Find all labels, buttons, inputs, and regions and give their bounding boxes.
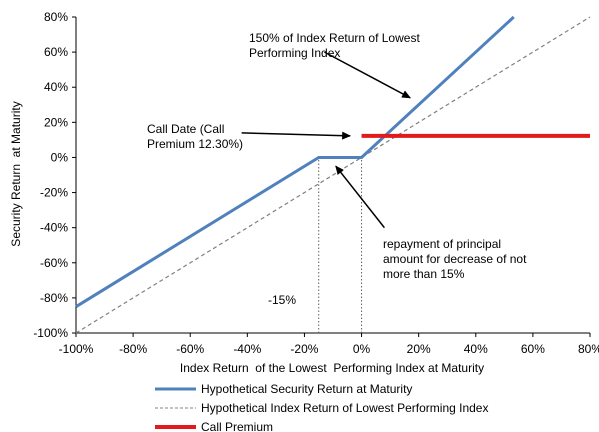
x-tick-label: -80%	[119, 342, 147, 356]
legend: Hypothetical Security Return at Maturity…	[155, 382, 488, 432]
x-tick-label: -60%	[176, 342, 204, 356]
annotation-buffer-label: -15%	[268, 293, 296, 307]
reference-lines	[319, 157, 362, 333]
series-layer	[76, 17, 590, 333]
annotation-leveraged-line-1: 150% of Index Return of Lowest	[249, 31, 420, 45]
x-axis-title: Index Return of the Lowest Performing In…	[180, 361, 484, 375]
y-tick-label: -80%	[40, 291, 68, 305]
y-tick-label: 60%	[44, 45, 68, 59]
x-tick-label: 80%	[578, 342, 599, 356]
y-tick-label: -40%	[40, 221, 68, 235]
x-tick-label: 60%	[521, 342, 545, 356]
y-tick-label: 80%	[44, 10, 68, 24]
y-tick-label: -60%	[40, 256, 68, 270]
annotations: 150% of Index Return of Lowest Performin…	[147, 31, 527, 307]
series-line-index	[76, 17, 590, 333]
y-tick-label: -20%	[40, 186, 68, 200]
annotation-repayment-line-3: more than 15%	[383, 267, 465, 281]
annotation-repayment-line-1: repayment of principal	[383, 237, 501, 251]
y-tick-label: 20%	[44, 115, 68, 129]
annotation-call-date-line-1: Call Date (Call	[147, 122, 224, 136]
annotation-arrow	[242, 133, 351, 136]
x-tick-label: -40%	[233, 342, 261, 356]
y-tick-label: -100%	[33, 326, 68, 340]
annotation-repayment-line-2: amount for decrease of not	[383, 252, 527, 266]
y-tick-label: 40%	[44, 80, 68, 94]
x-tick-label: 0%	[353, 342, 371, 356]
annotation-arrows	[242, 52, 410, 228]
annotation-arrow	[324, 52, 410, 98]
x-tick-label: -20%	[290, 342, 318, 356]
x-tick-label: -100%	[59, 342, 94, 356]
annotation-call-date-line-2: Premium 12.30%)	[147, 137, 243, 151]
y-tick-label: 0%	[51, 150, 69, 164]
legend-label-index: Hypothetical Index Return of Lowest Perf…	[201, 401, 488, 415]
legend-label-call-premium: Call Premium	[201, 420, 273, 432]
x-tick-label: 20%	[407, 342, 431, 356]
y-axis-title: Security Return at Maturity	[9, 101, 23, 246]
tick-labels: -100% -80% -60% -40% -20% 0% 20% 40% 60% 80% -100%…	[33, 10, 599, 356]
annotation-arrow	[336, 166, 385, 227]
legend-label-security: Hypothetical Security Return at Maturity	[201, 382, 412, 396]
x-tick-label: 40%	[464, 342, 488, 356]
